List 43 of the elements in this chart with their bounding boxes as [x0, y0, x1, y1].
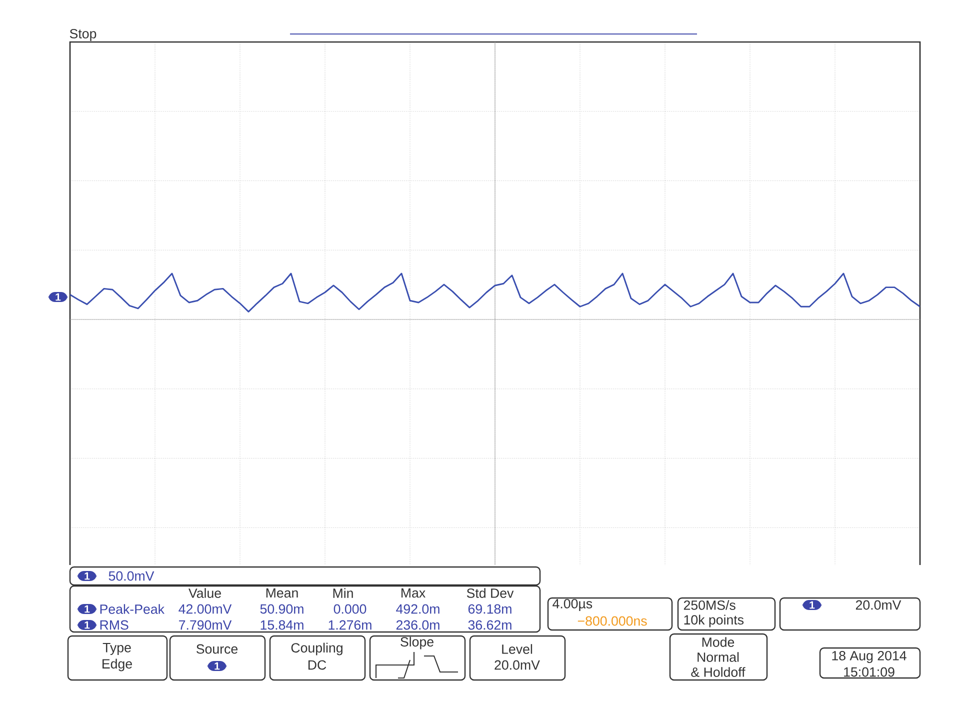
text: 4.00µs: [552, 598, 592, 612]
text: & Holdoff: [691, 667, 746, 677]
text: 250MS/s: [684, 600, 736, 610]
text: 20.0mV: [856, 600, 902, 610]
text: 20.0mV: [494, 660, 540, 670]
text: Mode: [702, 637, 734, 647]
text: 1: [84, 621, 90, 629]
text: 15:01:09: [844, 667, 894, 677]
text: DC: [308, 660, 326, 670]
text: Max: [402, 588, 426, 598]
text: 0.000: [334, 604, 366, 614]
text: Std Dev: [466, 588, 514, 598]
text: 1: [84, 572, 90, 580]
text: Stop: [70, 28, 96, 42]
text: Value: [188, 588, 221, 598]
text: 1.276m: [328, 620, 372, 630]
text: −800.000ns: [578, 616, 647, 626]
text: Level: [502, 644, 532, 654]
text: Min: [333, 588, 353, 598]
text: 69.18m: [468, 604, 512, 614]
text: Peak-Peak: [100, 604, 165, 614]
text: 1: [810, 601, 815, 609]
text: 50.0mV: [108, 571, 154, 581]
text: Type: [102, 643, 131, 655]
text: 7.790mV: [179, 620, 232, 630]
text: 36.62m: [468, 620, 512, 630]
text: 1: [56, 293, 61, 301]
text: 236.0m: [396, 620, 440, 630]
text: 1: [214, 662, 220, 670]
text: 10k points: [684, 614, 744, 628]
text: Edge: [102, 658, 132, 672]
text: 15.84m: [260, 620, 304, 630]
text: RMS: [100, 620, 128, 630]
text: 42.00mV: [178, 604, 232, 614]
text: Slope: [400, 636, 434, 650]
text: Coupling: [291, 642, 342, 656]
text: 18 Aug 2014: [832, 650, 906, 664]
text: Source: [196, 644, 238, 654]
text: Mean: [266, 588, 298, 598]
text: 492.0m: [396, 604, 440, 614]
text: 50.90m: [260, 604, 304, 614]
text: 1: [84, 605, 90, 613]
text: Normal: [698, 652, 739, 662]
